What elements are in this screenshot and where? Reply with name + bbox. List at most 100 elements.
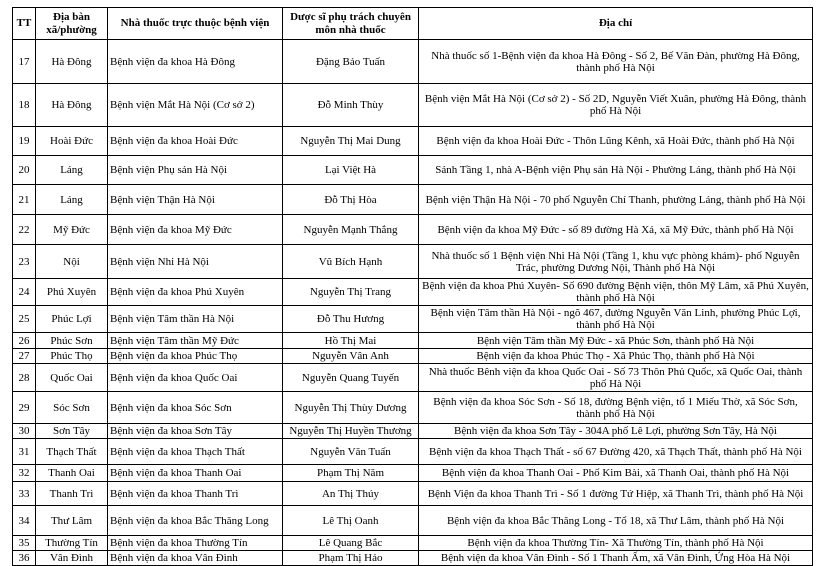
cell-pharmacist: Nguyễn Thị Thùy Dương: [282, 391, 419, 424]
table-row: 33 Thanh Trì Bệnh viện đa khoa Thanh Trì…: [12, 481, 813, 506]
cell-address: Bệnh viện Mắt Hà Nội (Cơ sở 2) - Số 2D, …: [418, 83, 813, 127]
cell-district: Hoài Đức: [35, 126, 108, 156]
cell-district: Sơn Tây: [35, 423, 108, 439]
table-row: 30 Sơn Tây Bệnh viện đa khoa Sơn Tây Ngu…: [12, 423, 813, 439]
cell-pharmacist: Nguyễn Vân Anh: [282, 348, 419, 364]
cell-district: Thạch Thất: [35, 438, 108, 465]
cell-address: Nhà thuốc số 1 Bệnh viện Nhi Hà Nội (Tần…: [418, 244, 813, 279]
cell-district: Mỹ Đức: [35, 214, 108, 245]
cell-pharmacist: Đỗ Minh Thùy: [282, 83, 419, 127]
cell-tt: 35: [12, 535, 36, 551]
cell-tt: 17: [12, 39, 36, 84]
cell-pharmacist: Phạm Thị Hảo: [282, 550, 419, 566]
cell-tt: 29: [12, 391, 36, 424]
cell-tt: 33: [12, 481, 36, 506]
cell-pharmacist: Lê Thị Oanh: [282, 505, 419, 536]
cell-address: Bệnh viện Tâm thần Hà Nội - ngõ 467, đườ…: [418, 305, 813, 333]
cell-pharmacist: Nguyễn Văn Tuấn: [282, 438, 419, 465]
cell-address: Nhà thuốc số 1-Bệnh viện đa khoa Hà Đông…: [418, 39, 813, 84]
cell-address: Bệnh viện đa khoa Thanh Oai - Phố Kim Bà…: [418, 464, 813, 482]
cell-address: Bệnh viện đa khoa Hoài Đức - Thôn Lũng K…: [418, 126, 813, 156]
cell-district: Hà Đông: [35, 39, 108, 84]
cell-pharmacy: Bệnh viện đa khoa Phú Xuyên: [107, 278, 283, 306]
cell-pharmacist: Nguyễn Thị Mai Dung: [282, 126, 419, 156]
column-header-pharmacy: Nhà thuốc trực thuộc bệnh viện: [107, 7, 283, 40]
cell-pharmacy: Bệnh viện đa khoa Thạch Thất: [107, 438, 283, 465]
cell-pharmacy: Bệnh viện Tâm thần Mỹ Đức: [107, 332, 283, 349]
cell-district: Thanh Trì: [35, 481, 108, 506]
table-row: 36 Vân Đình Bệnh viện đa khoa Vân Đình P…: [12, 550, 813, 566]
table-row: 25 Phúc Lợi Bệnh viện Tâm thần Hà Nội Đỗ…: [12, 305, 813, 333]
cell-district: Láng: [35, 184, 108, 215]
cell-tt: 19: [12, 126, 36, 156]
cell-pharmacy: Bệnh viện Nhi Hà Nội: [107, 244, 283, 279]
cell-pharmacy: Bệnh viện Tâm thần Hà Nội: [107, 305, 283, 333]
cell-district: Phúc Lợi: [35, 305, 108, 333]
cell-district: Hà Đông: [35, 83, 108, 127]
cell-tt: 23: [12, 244, 36, 279]
cell-address: Bệnh viện đa khoa Phú Xuyên- Số 690 đườn…: [418, 278, 813, 306]
cell-pharmacy: Bệnh viện đa khoa Thanh Oai: [107, 464, 283, 482]
cell-district: Sóc Sơn: [35, 391, 108, 424]
cell-district: Phúc Thọ: [35, 348, 108, 364]
table-row: 26 Phúc Sơn Bệnh viện Tâm thần Mỹ Đức Hồ…: [12, 332, 813, 349]
cell-pharmacy: Bệnh viện Thận Hà Nội: [107, 184, 283, 215]
table-row: 20 Láng Bệnh viện Phụ sản Hà Nội Lại Việ…: [12, 155, 813, 185]
cell-pharmacist: Vũ Bích Hạnh: [282, 244, 419, 279]
cell-address: Nhà thuốc Bênh viện đa khoa Quốc Oai - S…: [418, 363, 813, 392]
cell-tt: 36: [12, 550, 36, 566]
cell-address: Bệnh Viện đa khoa Thanh Trì - Số 1 đường…: [418, 481, 813, 506]
cell-address: Bệnh viện Thận Hà Nội - 70 phố Nguyễn Ch…: [418, 184, 813, 215]
pharmacy-directory-table-wrap: TT Địa bàn xã/phường Nhà thuốc trực thuộ…: [12, 7, 813, 566]
cell-district: Phúc Sơn: [35, 332, 108, 349]
cell-address: Bệnh viện đa khoa Vân Đình - Số 1 Thanh …: [418, 550, 813, 566]
cell-pharmacy: Bệnh viện Phụ sản Hà Nội: [107, 155, 283, 185]
cell-district: Láng: [35, 155, 108, 185]
cell-district: Thanh Oai: [35, 464, 108, 482]
cell-pharmacist: Đặng Bảo Tuấn: [282, 39, 419, 84]
cell-district: Vân Đình: [35, 550, 108, 566]
cell-tt: 32: [12, 464, 36, 482]
cell-pharmacy: Bệnh viện đa khoa Hà Đông: [107, 39, 283, 84]
cell-district: Quốc Oai: [35, 363, 108, 392]
table-row: 22 Mỹ Đức Bệnh viện đa khoa Mỹ Đức Nguyễ…: [12, 214, 813, 245]
cell-district: Nội: [35, 244, 108, 279]
cell-tt: 30: [12, 423, 36, 439]
pharmacy-directory-table: TT Địa bàn xã/phường Nhà thuốc trực thuộ…: [12, 7, 813, 566]
table-row: 23 Nội Bệnh viện Nhi Hà Nội Vũ Bích Hạnh…: [12, 244, 813, 279]
cell-pharmacy: Bệnh viện đa khoa Thanh Trì: [107, 481, 283, 506]
cell-pharmacy: Bệnh viện đa khoa Sóc Sơn: [107, 391, 283, 424]
header-row: TT Địa bàn xã/phường Nhà thuốc trực thuộ…: [12, 7, 813, 40]
cell-tt: 31: [12, 438, 36, 465]
table-row: 35 Thường Tín Bệnh viện đa khoa Thường T…: [12, 535, 813, 551]
table-row: 19 Hoài Đức Bệnh viện đa khoa Hoài Đức N…: [12, 126, 813, 156]
table-row: 27 Phúc Thọ Bệnh viện đa khoa Phúc Thọ N…: [12, 348, 813, 364]
cell-tt: 28: [12, 363, 36, 392]
table-row: 21 Láng Bệnh viện Thận Hà Nội Đỗ Thị Hòa…: [12, 184, 813, 215]
column-header-district: Địa bàn xã/phường: [35, 7, 108, 40]
table-header: TT Địa bàn xã/phường Nhà thuốc trực thuộ…: [12, 7, 813, 40]
cell-pharmacist: Phạm Thị Năm: [282, 464, 419, 482]
cell-pharmacist: Lại Việt Hà: [282, 155, 419, 185]
cell-pharmacy: Bệnh viện đa khoa Quốc Oai: [107, 363, 283, 392]
cell-tt: 24: [12, 278, 36, 306]
cell-pharmacist: Nguyễn Thị Trang: [282, 278, 419, 306]
table-row: 18 Hà Đông Bệnh viện Mắt Hà Nội (Cơ sở 2…: [12, 83, 813, 127]
cell-tt: 34: [12, 505, 36, 536]
cell-address: Bệnh viện đa khoa Thạch Thất - số 67 Đườ…: [418, 438, 813, 465]
cell-tt: 26: [12, 332, 36, 349]
column-header-pharmacist: Dược sĩ phụ trách chuyên môn nhà thuốc: [282, 7, 419, 40]
cell-address: Sảnh Tầng 1, nhà A-Bệnh viện Phụ sản Hà …: [418, 155, 813, 185]
cell-district: Thường Tín: [35, 535, 108, 551]
cell-address: Bệnh viện đa khoa Sơn Tây - 304A phố Lê …: [418, 423, 813, 439]
cell-pharmacist: Nguyễn Thị Huyền Thương: [282, 423, 419, 439]
table-row: 29 Sóc Sơn Bệnh viện đa khoa Sóc Sơn Ngu…: [12, 391, 813, 424]
cell-address: Bệnh viện đa khoa Mỹ Đức - số 89 đường H…: [418, 214, 813, 245]
cell-pharmacist: Đỗ Thị Hòa: [282, 184, 419, 215]
cell-address: Bệnh viện đa khoa Phúc Thọ - Xã Phúc Thọ…: [418, 348, 813, 364]
cell-pharmacy: Bệnh viện Mắt Hà Nội (Cơ sở 2): [107, 83, 283, 127]
cell-tt: 27: [12, 348, 36, 364]
cell-pharmacy: Bệnh viện đa khoa Mỹ Đức: [107, 214, 283, 245]
table-row: 24 Phú Xuyên Bệnh viện đa khoa Phú Xuyên…: [12, 278, 813, 306]
cell-tt: 20: [12, 155, 36, 185]
